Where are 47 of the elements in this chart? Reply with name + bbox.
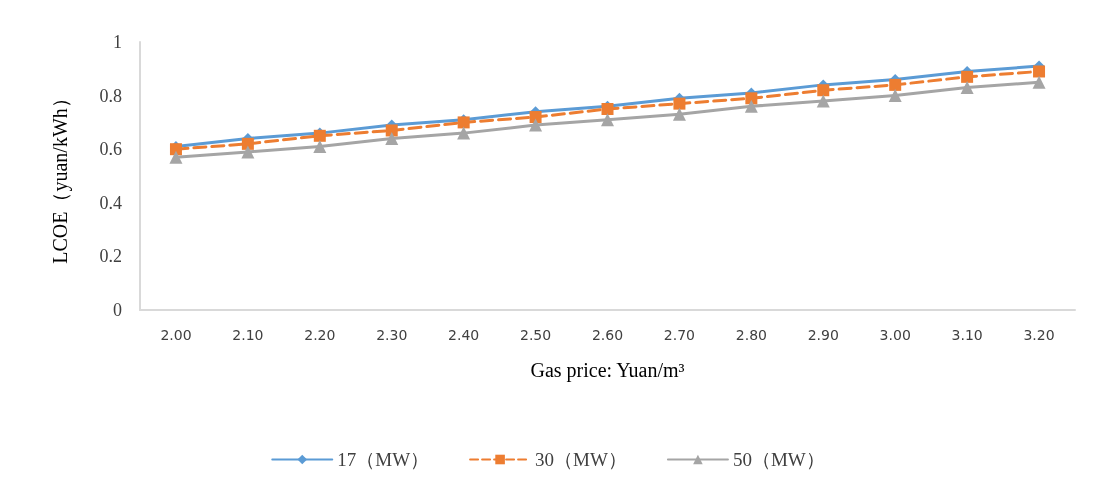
x-tick-label: 2.90 — [807, 327, 839, 343]
point — [313, 140, 327, 154]
point — [816, 94, 830, 108]
point — [169, 143, 182, 156]
x-tick-label: 2.10 — [232, 327, 264, 343]
legend-label: 50（MW） — [732, 449, 825, 470]
point — [961, 70, 974, 83]
legend-label: 30（MW） — [535, 449, 627, 470]
legend-label: 17（MW） — [337, 449, 430, 470]
point — [241, 145, 255, 159]
y-axis-title: LCOE（yuan/kWh） — [49, 88, 72, 264]
point — [385, 124, 398, 137]
point — [601, 113, 614, 127]
point — [169, 150, 183, 164]
point — [889, 78, 902, 91]
point — [529, 118, 543, 132]
point — [672, 107, 686, 121]
point — [529, 111, 542, 124]
point — [385, 131, 399, 145]
y-tick-label: 1 — [113, 32, 122, 52]
point — [960, 81, 974, 95]
y-tick-label: 0.6 — [99, 139, 122, 160]
point — [1032, 75, 1046, 89]
x-tick-label: 2.80 — [735, 327, 767, 343]
x-tick-label: 3.00 — [879, 327, 911, 343]
point — [888, 89, 902, 103]
point — [457, 126, 471, 140]
x-tick-label: 2.30 — [376, 327, 408, 343]
x-axis-title: Gas price: Yuan/m³ — [530, 359, 685, 382]
point — [817, 84, 830, 97]
x-tick-label: 3.10 — [951, 327, 983, 343]
x-tick-label: 2.60 — [591, 327, 624, 343]
point — [241, 137, 254, 150]
y-tick-label: 0.8 — [99, 85, 122, 106]
point — [744, 99, 758, 113]
x-tick-label: 2.20 — [304, 327, 336, 343]
point — [1033, 65, 1046, 78]
y-tick-label: 0.2 — [99, 246, 122, 267]
point — [673, 97, 686, 110]
y-tick-label: 0 — [113, 300, 122, 320]
x-tick-label: 2.00 — [160, 327, 192, 343]
point — [745, 92, 758, 105]
x-tick-label: 3.20 — [1023, 327, 1055, 343]
x-tick-label: 2.50 — [519, 327, 552, 343]
y-tick-label: 0.4 — [99, 192, 122, 213]
x-tick-label: 2.40 — [448, 327, 480, 343]
x-tick-label: 2.70 — [663, 327, 696, 343]
